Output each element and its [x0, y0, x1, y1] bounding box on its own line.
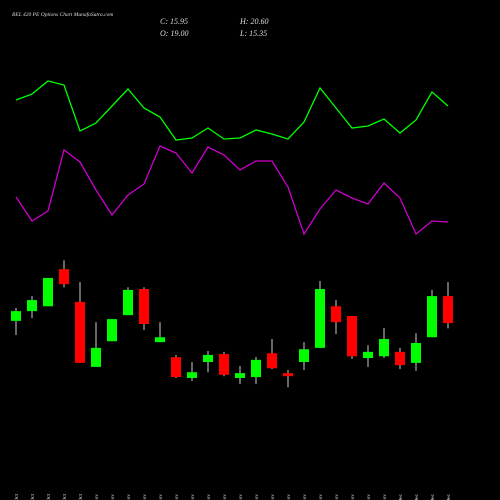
candle-body	[75, 301, 85, 363]
candle-body	[59, 269, 69, 285]
x-tick-label: 20 Nov	[286, 494, 292, 500]
x-tick-label: 31 Oct	[78, 494, 84, 500]
x-tick-label: 07 Nov	[158, 494, 164, 500]
x-tick-label: 27 Nov	[366, 494, 372, 500]
candle-body	[155, 337, 165, 343]
x-tick-label: 14 Nov	[222, 494, 228, 500]
candle-body	[363, 351, 373, 359]
candle-body	[315, 289, 325, 348]
candle-body	[43, 277, 53, 307]
candle-body	[251, 359, 261, 378]
candle-body	[427, 296, 437, 338]
x-tick-label: 28 Nov	[382, 494, 388, 500]
x-tick-label: 04 Nov	[110, 494, 116, 500]
x-tick-label: 11 Nov	[174, 494, 180, 500]
candle-body	[267, 353, 277, 369]
x-tick-label: 29 Oct	[46, 494, 52, 500]
candle-body	[411, 343, 421, 363]
x-tick-label: 28 Oct	[30, 494, 36, 500]
x-tick-label: 25 Nov	[334, 494, 340, 500]
candle-body	[443, 296, 453, 324]
candle-body	[203, 354, 213, 363]
x-tick-label: 03 Dec	[430, 493, 436, 500]
indicator-line	[15, 145, 449, 236]
candle-body	[27, 300, 37, 312]
x-tick-label: 04 Dec	[446, 493, 452, 500]
high-label: H: 20.60	[239, 17, 268, 26]
x-tick-label: 12 Nov	[190, 494, 196, 500]
candle-body	[107, 319, 117, 342]
candle-body	[91, 347, 101, 367]
candle-body	[171, 357, 181, 378]
open-label: O: 19.00	[160, 29, 188, 38]
candle-body	[187, 372, 197, 378]
x-tick-label: 17 Nov	[238, 494, 244, 500]
x-tick-label: 02 Dec	[414, 493, 420, 500]
x-tick-label: 05 Nov	[126, 494, 132, 500]
candle-body	[299, 349, 309, 363]
x-tick-label: 03 Nov	[94, 494, 100, 500]
x-tick-label: 30 Oct	[62, 494, 68, 500]
x-tick-label: 01 Dec	[398, 493, 404, 500]
candle-body	[331, 306, 341, 323]
low-label: L: 15.35	[239, 29, 267, 38]
x-tick-label: 24 Nov	[318, 494, 324, 500]
x-tick-label: 26 Nov	[350, 494, 356, 500]
x-tick-label: 06 Nov	[142, 494, 148, 500]
candle-body	[11, 311, 21, 321]
close-label: C: 15.95	[160, 17, 188, 26]
x-tick-label: 21 Nov	[302, 494, 308, 500]
candle-body	[395, 351, 405, 366]
candle-body	[283, 373, 293, 377]
candle-body	[379, 339, 389, 357]
x-tick-label: 19 Nov	[270, 494, 276, 500]
candle-body	[347, 316, 357, 357]
candle-body	[123, 289, 133, 316]
candle-body	[219, 354, 229, 375]
x-tick-label: 13 Nov	[206, 494, 212, 500]
candle-body	[139, 289, 149, 324]
x-tick-label: 27 Oct	[14, 494, 20, 500]
candle-body	[235, 373, 245, 378]
x-tick-label: 18 Nov	[254, 494, 260, 500]
chart-title: BEL 420 PE Options Chart MunafaSutra.com	[12, 11, 113, 18]
indicator-line	[15, 80, 449, 141]
